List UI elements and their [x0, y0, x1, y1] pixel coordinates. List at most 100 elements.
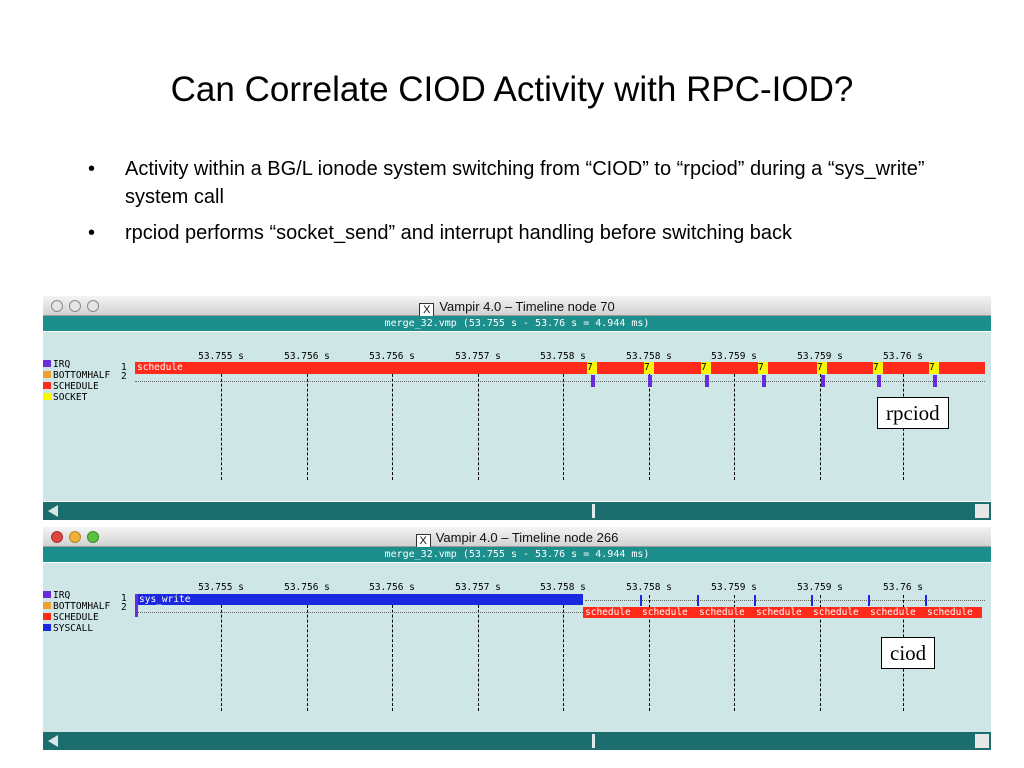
window-titlebar[interactable]: X Vampir 4.0 – Timeline node 266: [43, 527, 991, 549]
bullet-dot-icon: •: [88, 158, 96, 180]
zoom-button[interactable]: [87, 531, 99, 543]
irq-marker[interactable]: [877, 375, 881, 387]
socket-marker[interactable]: 7: [587, 362, 597, 374]
legend-swatch: [43, 624, 51, 631]
time-tick-label: 53.756 s: [369, 351, 415, 362]
row-number: 1: [121, 593, 127, 604]
time-gridline: [734, 364, 735, 480]
time-gridline: [563, 364, 564, 480]
marker-label: 7: [701, 362, 707, 373]
time-gridline: [392, 364, 393, 480]
legend-item: SCHEDULE: [43, 612, 110, 623]
vampir-window-node-70: X Vampir 4.0 – Timeline node 70 merge_32.…: [43, 296, 991, 521]
irq-marker[interactable]: [648, 375, 652, 387]
schedule-segment[interactable]: schedule: [925, 607, 982, 618]
resize-grip-icon[interactable]: [975, 504, 989, 518]
irq-marker[interactable]: [591, 375, 595, 387]
window-titlebar[interactable]: X Vampir 4.0 – Timeline node 70: [43, 296, 991, 318]
irq-marker[interactable]: [135, 594, 138, 617]
schedule-label: schedule: [756, 607, 802, 618]
file-info-bar: merge_32.vmp (53.755 s - 53.76 s = 4.944…: [43, 316, 991, 331]
legend-item: SYSCALL: [43, 623, 110, 634]
time-gridline: [649, 364, 650, 480]
time-tick-label: 53.759 s: [797, 351, 843, 362]
rpciod-callout: rpciod: [877, 397, 949, 429]
legend-label: IRQ: [53, 590, 71, 601]
syscall-marker[interactable]: [925, 595, 927, 606]
close-button[interactable]: [51, 531, 63, 543]
minimize-button[interactable]: [69, 300, 81, 312]
slide-title: Can Correlate CIOD Activity with RPC-IOD…: [170, 70, 854, 109]
file-info-bar: merge_32.vmp (53.755 s - 53.76 s = 4.944…: [43, 547, 991, 562]
syscall-marker[interactable]: [811, 595, 813, 606]
socket-marker[interactable]: 7: [817, 362, 827, 374]
legend-label: IRQ: [53, 359, 71, 370]
syscall-marker[interactable]: [640, 595, 642, 606]
socket-marker[interactable]: 7: [929, 362, 939, 374]
minimize-button[interactable]: [69, 531, 81, 543]
legend-swatch: [43, 393, 51, 400]
bullet-text: rpciod performs “socket_send” and interr…: [125, 222, 793, 244]
schedule-segment[interactable]: schedule: [754, 607, 811, 618]
bullet-list: • Activity within a BG/L ionode system s…: [88, 155, 948, 255]
syscall-marker[interactable]: [868, 595, 870, 606]
sys-write-bar[interactable]: sys_write: [135, 594, 583, 605]
time-gridline: [649, 595, 650, 711]
legend-label: BOTTOMHALF: [53, 601, 111, 612]
schedule-segment[interactable]: schedule: [640, 607, 697, 618]
vampir-window-node-266: X Vampir 4.0 – Timeline node 266 merge_32…: [43, 527, 991, 751]
timeline-plot[interactable]: 53.755 s 53.756 s 53.756 s 53.757 s 53.7…: [43, 332, 991, 501]
horizontal-scrollbar[interactable]: [43, 502, 991, 520]
irq-marker[interactable]: [762, 375, 766, 387]
horizontal-scrollbar[interactable]: [43, 732, 991, 750]
schedule-bar[interactable]: schedule: [135, 362, 985, 374]
marker-label: 7: [644, 362, 650, 373]
window-title-text: Vampir 4.0 – Timeline node 70: [439, 299, 615, 314]
socket-marker[interactable]: 7: [644, 362, 654, 374]
legend-item: IRQ: [43, 590, 110, 601]
socket-marker[interactable]: 7: [758, 362, 768, 374]
schedule-label: schedule: [642, 607, 688, 618]
scroll-left-icon[interactable]: [48, 505, 58, 517]
time-tick-label: 53.758 s: [540, 582, 586, 593]
ciod-callout: ciod: [881, 637, 936, 669]
syscall-marker[interactable]: [697, 595, 699, 606]
legend-label: BOTTOMHALF: [53, 370, 111, 381]
time-gridline: [478, 595, 479, 711]
schedule-segment[interactable]: schedule: [697, 607, 754, 618]
legend-swatch: [43, 591, 51, 598]
state-legend: IRQ BOTTOMHALF SCHEDULE SYSCALL: [43, 590, 110, 634]
schedule-segment[interactable]: schedule: [583, 607, 640, 618]
time-tick-label: 53.758 s: [626, 351, 672, 362]
bullet-dot-icon: •: [88, 222, 96, 244]
irq-marker[interactable]: [933, 375, 937, 387]
timeline-plot[interactable]: 53.755 s 53.756 s 53.756 s 53.757 s 53.7…: [43, 563, 991, 732]
time-tick-label: 53.759 s: [711, 582, 757, 593]
time-tick-label: 53.758 s: [626, 582, 672, 593]
socket-marker[interactable]: 7: [873, 362, 883, 374]
schedule-segment[interactable]: schedule: [868, 607, 925, 618]
bullet-item: • rpciod performs “socket_send” and inte…: [88, 219, 948, 247]
resize-grip-icon[interactable]: [975, 734, 989, 748]
schedule-label: schedule: [870, 607, 916, 618]
time-tick-label: 53.759 s: [711, 351, 757, 362]
time-gridline: [392, 595, 393, 711]
socket-marker[interactable]: 7: [701, 362, 711, 374]
time-gridline: [221, 364, 222, 480]
schedule-segment[interactable]: schedule: [811, 607, 868, 618]
marker-label: 7: [929, 362, 935, 373]
time-gridline: [307, 595, 308, 711]
scroll-thumb[interactable]: [592, 734, 595, 748]
irq-marker[interactable]: [705, 375, 709, 387]
time-tick-label: 53.756 s: [369, 582, 415, 593]
time-tick-label: 53.757 s: [455, 582, 501, 593]
legend-swatch: [43, 382, 51, 389]
close-button[interactable]: [51, 300, 63, 312]
legend-swatch: [43, 613, 51, 620]
irq-marker[interactable]: [821, 375, 825, 387]
scroll-left-icon[interactable]: [48, 735, 58, 747]
time-gridline: [820, 364, 821, 480]
scroll-thumb[interactable]: [592, 504, 595, 518]
zoom-button[interactable]: [87, 300, 99, 312]
syscall-marker[interactable]: [754, 595, 756, 606]
